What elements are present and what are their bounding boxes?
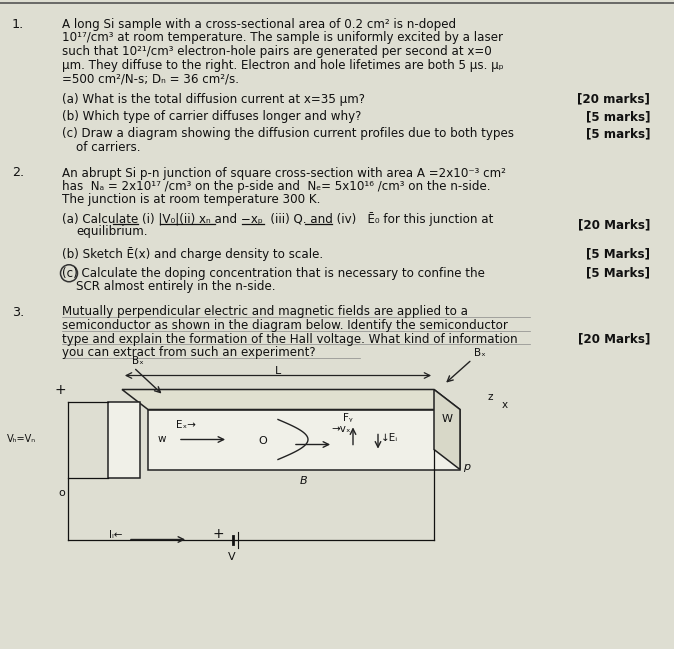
Text: Vₕ=Vₙ: Vₕ=Vₙ bbox=[7, 434, 36, 445]
Text: An abrupt Si p-n junction of square cross-section with area A =2x10⁻³ cm²: An abrupt Si p-n junction of square cros… bbox=[62, 167, 506, 180]
Polygon shape bbox=[108, 402, 140, 478]
Text: SCR almost entirely in the n-side.: SCR almost entirely in the n-side. bbox=[76, 280, 276, 293]
Text: (a) What is the total diffusion current at x=35 μm?: (a) What is the total diffusion current … bbox=[62, 93, 365, 106]
Text: (c) Draw a diagram showing the diffusion current profiles due to both types: (c) Draw a diagram showing the diffusion… bbox=[62, 127, 514, 140]
Text: [5 marks]: [5 marks] bbox=[586, 110, 650, 123]
Text: (b) Which type of carrier diffuses longer and why?: (b) Which type of carrier diffuses longe… bbox=[62, 110, 361, 123]
Text: p: p bbox=[463, 461, 470, 472]
Text: O: O bbox=[259, 437, 268, 447]
Polygon shape bbox=[122, 389, 460, 410]
Text: [20 Marks]: [20 Marks] bbox=[578, 219, 650, 232]
Text: [5 marks]: [5 marks] bbox=[586, 127, 650, 140]
Text: →vₓ: →vₓ bbox=[331, 424, 350, 434]
Text: Eₓ→: Eₓ→ bbox=[176, 419, 196, 430]
Text: [20 Marks]: [20 Marks] bbox=[578, 332, 650, 345]
Text: type and explain the formation of the Hall voltage. What kind of information: type and explain the formation of the Ha… bbox=[62, 332, 518, 345]
Text: (b) Sketch Ē(x) and charge density to scale.: (b) Sketch Ē(x) and charge density to sc… bbox=[62, 247, 323, 261]
Text: The junction is at room temperature 300 K.: The junction is at room temperature 300 … bbox=[62, 193, 320, 206]
Text: (a) Calculate (i) |V₀|(ii) xₙ and −xₚ  (iii) Q. and (iv)   Ē₀ for this junction : (a) Calculate (i) |V₀|(ii) xₙ and −xₚ (i… bbox=[62, 212, 493, 226]
Text: A long Si sample with a cross-sectional area of 0.2 cm² is n-doped: A long Si sample with a cross-sectional … bbox=[62, 18, 456, 31]
Text: o: o bbox=[59, 487, 65, 498]
Text: of carriers.: of carriers. bbox=[76, 141, 140, 154]
Text: L: L bbox=[275, 365, 281, 376]
Text: Bₓ: Bₓ bbox=[131, 356, 144, 365]
Text: 2.: 2. bbox=[12, 167, 24, 180]
Text: V: V bbox=[228, 552, 236, 561]
Polygon shape bbox=[148, 410, 460, 469]
Text: W: W bbox=[442, 415, 453, 424]
Text: 1.: 1. bbox=[12, 18, 24, 31]
Text: ↓Eᵢ: ↓Eᵢ bbox=[381, 432, 398, 443]
Text: Fᵧ: Fᵧ bbox=[343, 413, 353, 422]
Polygon shape bbox=[434, 389, 460, 469]
Text: +: + bbox=[212, 528, 224, 541]
Text: μm. They diffuse to the right. Electron and hole lifetimes are both 5 μs. μₚ: μm. They diffuse to the right. Electron … bbox=[62, 58, 503, 71]
Text: you can extract from such an experiment?: you can extract from such an experiment? bbox=[62, 346, 315, 359]
Text: equilibrium.: equilibrium. bbox=[76, 225, 148, 238]
Text: [5 Marks]: [5 Marks] bbox=[586, 247, 650, 260]
Text: [5 Marks]: [5 Marks] bbox=[586, 267, 650, 280]
Text: [20 marks]: [20 marks] bbox=[577, 93, 650, 106]
Text: semiconductor as shown in the diagram below. Identify the semiconductor: semiconductor as shown in the diagram be… bbox=[62, 319, 508, 332]
Text: B: B bbox=[300, 476, 308, 485]
Text: 3.: 3. bbox=[12, 306, 24, 319]
Text: z: z bbox=[488, 393, 493, 402]
Text: 10¹⁷/cm³ at room temperature. The sample is uniformly excited by a laser: 10¹⁷/cm³ at room temperature. The sample… bbox=[62, 32, 503, 45]
Text: has  Nₐ = 2x10¹⁷ /cm³ on the p-side and  Nₑ= 5x10¹⁶ /cm³ on the n-side.: has Nₐ = 2x10¹⁷ /cm³ on the p-side and N… bbox=[62, 180, 491, 193]
Text: x: x bbox=[502, 400, 508, 411]
Text: Bₓ: Bₓ bbox=[474, 347, 486, 358]
Text: +: + bbox=[54, 384, 66, 397]
Text: such that 10²¹/cm³ electron-hole pairs are generated per second at x=0: such that 10²¹/cm³ electron-hole pairs a… bbox=[62, 45, 492, 58]
Text: Mutually perpendicular electric and magnetic fields are applied to a: Mutually perpendicular electric and magn… bbox=[62, 306, 468, 319]
Text: Iₗ←: Iₗ← bbox=[109, 530, 123, 539]
Text: =500 cm²/N-s; Dₙ = 36 cm²/s.: =500 cm²/N-s; Dₙ = 36 cm²/s. bbox=[62, 72, 239, 85]
Text: w: w bbox=[158, 434, 166, 445]
Text: (c) Calculate the doping concentration that is necessary to confine the: (c) Calculate the doping concentration t… bbox=[62, 267, 485, 280]
